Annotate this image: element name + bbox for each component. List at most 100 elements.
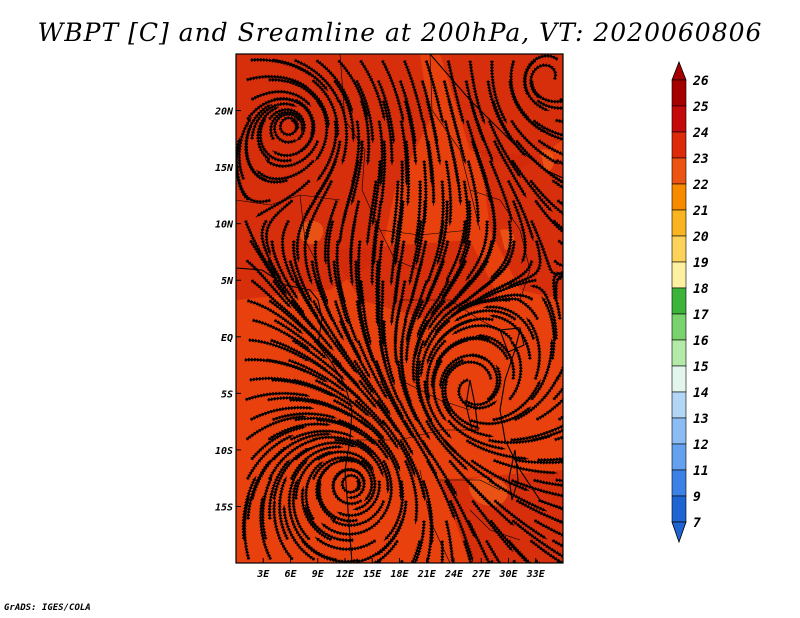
colorbar-level-label: 21 xyxy=(692,204,709,219)
colorbar-segment xyxy=(671,105,687,133)
lat-tick-label: 10S xyxy=(215,446,233,457)
streamline xyxy=(514,458,563,465)
coastlines xyxy=(236,54,563,563)
streamline xyxy=(337,99,349,165)
lon-tick-label: 6E xyxy=(284,569,297,580)
streamline xyxy=(492,458,558,475)
colorbar-level-label: 22 xyxy=(692,178,709,193)
colorbar-level-label: 16 xyxy=(693,334,709,349)
coastline xyxy=(429,54,563,179)
streamline xyxy=(529,219,562,276)
streamline xyxy=(557,415,563,422)
streamline xyxy=(404,139,411,206)
lat-tick-label: 10N xyxy=(215,220,234,231)
colorbar-segment xyxy=(671,365,687,393)
streamline xyxy=(535,396,563,422)
lon-tick-label: 33E xyxy=(526,569,546,580)
colorbar-segment xyxy=(671,261,687,289)
streamline xyxy=(326,219,335,286)
country-border xyxy=(429,54,481,231)
colorbar-segment xyxy=(671,417,687,445)
coastline xyxy=(508,449,519,501)
lat-tick-label: 20N xyxy=(214,107,234,118)
country-border xyxy=(339,54,421,271)
streamline xyxy=(348,219,357,286)
country-border xyxy=(394,299,471,411)
coastline xyxy=(317,317,353,563)
colorbar-segment xyxy=(671,443,687,471)
streamline xyxy=(448,139,463,206)
country-border xyxy=(440,479,501,491)
streamline xyxy=(553,436,563,442)
lat-tick-label: 5N xyxy=(221,276,234,287)
country-border xyxy=(350,429,470,441)
colorbar-segment xyxy=(671,287,687,315)
streamline xyxy=(484,539,501,563)
colorbar-segment xyxy=(671,469,687,497)
colorbar-top-arrow xyxy=(671,60,687,81)
streamline xyxy=(556,558,563,563)
lon-tick-label: 15E xyxy=(363,569,382,580)
colorbar-level-label: 7 xyxy=(693,516,701,531)
coastline xyxy=(499,329,563,511)
streamline xyxy=(465,438,529,461)
country-border xyxy=(299,194,319,266)
streamline xyxy=(426,139,436,206)
colorbar-bottom-arrow xyxy=(671,521,687,544)
country-border xyxy=(469,189,531,301)
streamlines xyxy=(236,54,563,563)
colorbar-level-label: 11 xyxy=(693,464,709,479)
streamline xyxy=(403,459,419,525)
colorbar-level-label: 19 xyxy=(693,256,709,271)
streamline xyxy=(489,559,495,563)
colorbar: 26 25 24 23 22 21 20 19 18 17 16 15 14 13 12 11 9 7 xyxy=(671,60,709,544)
streamline xyxy=(532,119,563,138)
lon-tick-label: 30E xyxy=(498,569,518,580)
lat-tick-label: 15N xyxy=(215,163,234,174)
streamline xyxy=(541,296,557,361)
streamline xyxy=(444,519,455,563)
streamline xyxy=(425,99,442,165)
colorbar-level-label: 12 xyxy=(693,438,709,453)
streamline xyxy=(305,179,334,241)
colorbar-level-label: 9 xyxy=(693,490,701,505)
colorbar-level-label: 26 xyxy=(692,74,709,89)
streamline xyxy=(553,259,563,268)
streamline xyxy=(555,158,563,166)
lon-tick-label: 24E xyxy=(444,569,464,580)
country-border xyxy=(379,229,471,236)
colorbar-segment xyxy=(671,391,687,419)
streamline xyxy=(300,538,360,563)
streamline xyxy=(258,495,273,561)
country-border xyxy=(236,194,341,206)
colorbar-level-label: 24 xyxy=(692,126,709,141)
colorbar-segment xyxy=(671,339,687,367)
streamline xyxy=(379,139,387,206)
colorbar-segment xyxy=(671,235,687,263)
streamline xyxy=(444,159,453,226)
lon-tick-label: 21E xyxy=(417,569,437,580)
colorbar-level-label: 25 xyxy=(692,100,709,115)
streamline xyxy=(507,539,532,563)
streamline xyxy=(536,99,563,111)
streamline xyxy=(512,559,518,563)
lon-tick-label: 12E xyxy=(336,569,355,580)
streamline xyxy=(242,494,251,561)
coastline xyxy=(465,379,479,431)
colorbar-segment xyxy=(671,157,687,185)
lon-tick-label: 18E xyxy=(390,569,409,580)
streamline xyxy=(537,139,563,156)
streamline xyxy=(359,99,371,166)
streamline xyxy=(531,429,563,442)
streamline xyxy=(558,457,563,462)
streamline xyxy=(533,518,563,537)
country-border xyxy=(419,469,451,563)
streamline xyxy=(403,99,418,166)
lat-tick-label: 15S xyxy=(215,502,233,513)
lat-tick-label: EQ xyxy=(221,333,233,344)
streamline xyxy=(381,99,394,166)
colorbar-segment xyxy=(671,313,687,341)
country-border xyxy=(469,509,521,541)
streamline xyxy=(534,559,544,563)
colorbar-level-label: 20 xyxy=(692,230,709,245)
